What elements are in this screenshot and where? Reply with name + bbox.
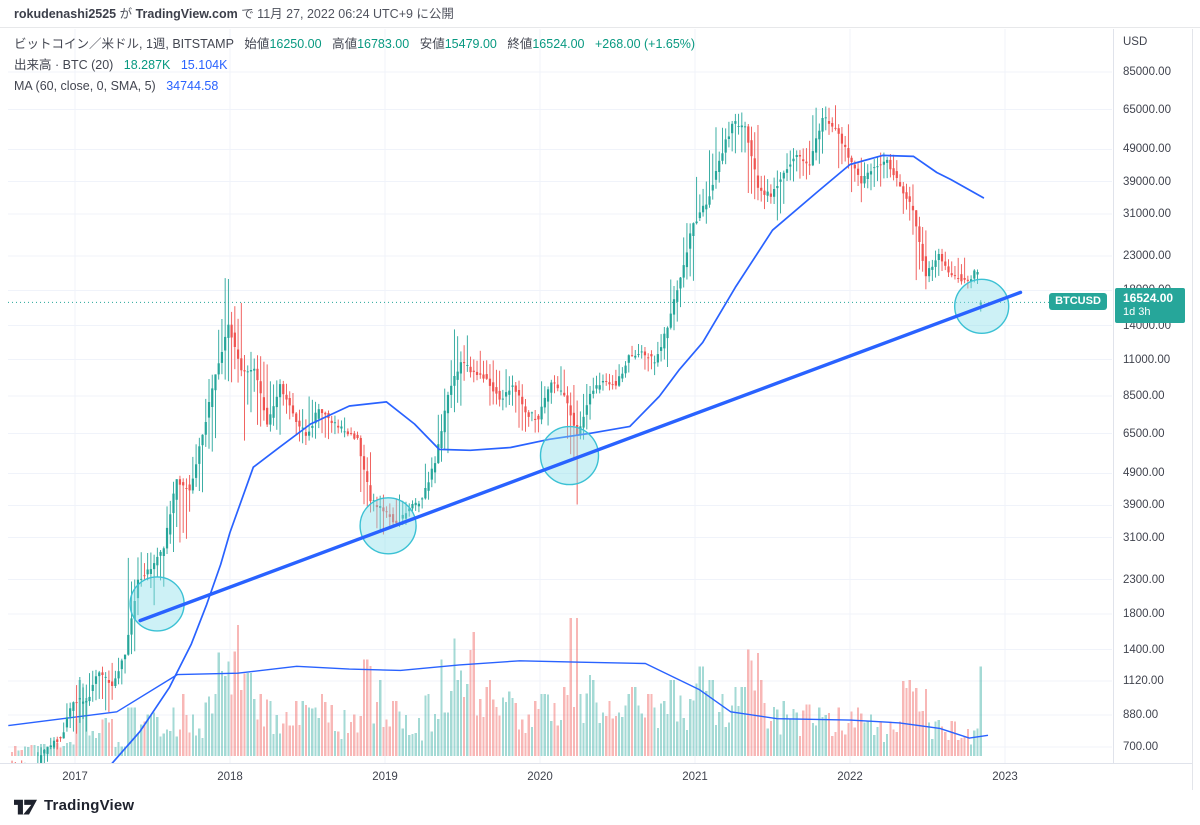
year-tick-label: 2022 <box>837 771 863 783</box>
year-tick-label: 2019 <box>372 771 398 783</box>
price-tick-label: 2300.00 <box>1123 574 1165 586</box>
publish-datetime: 11月 27, 2022 06:24 UTC+9 <box>257 7 413 21</box>
price-tick-label: 3900.00 <box>1123 499 1165 511</box>
tradingview-logo-text: TradingView <box>44 796 135 814</box>
volume-bars <box>10 618 982 756</box>
volume-ma-value: 15.104K <box>180 58 228 72</box>
chart-legend: ビットコイン／米ドル, 1週, BITSTAMP 始値16250.00 高値16… <box>14 34 695 97</box>
ma-indicator-title: MA (60, close, 0, SMA, 5) <box>14 79 156 93</box>
highlight-ellipses <box>129 278 1010 632</box>
price-tick-label: 8500.00 <box>1123 390 1165 402</box>
price-tick-label: 4900.00 <box>1123 467 1165 479</box>
symbol-price-flag: BTCUSD <box>1049 293 1107 310</box>
price-tick-label: 700.00 <box>1123 741 1159 753</box>
price-tick-label: 6500.00 <box>1123 428 1165 440</box>
price-tick-label: 39000.00 <box>1123 176 1171 188</box>
price-axis[interactable]: USD 85000.00 65000.00 49000.00 39000.00 3100… <box>1113 29 1193 763</box>
year-tick-label: 2017 <box>62 771 88 783</box>
volume-ma-line <box>8 660 989 739</box>
price-tick-label: 49000.00 <box>1123 143 1171 155</box>
candles <box>11 105 982 763</box>
ma-legend-row[interactable]: MA (60, close, 0, SMA, 5) 34744.58 <box>14 76 695 97</box>
volume-value: 18.287K <box>123 58 171 72</box>
symbol-legend-row[interactable]: ビットコイン／米ドル, 1週, BITSTAMP 始値16250.00 高値16… <box>14 37 696 51</box>
price-chart-canvas[interactable] <box>0 29 1113 763</box>
volume-indicator-title: 出来高 · BTC (20) <box>14 58 114 72</box>
change-value: +268.00 (+1.65%) <box>594 37 696 51</box>
price-tick-label: 1400.00 <box>1123 644 1165 656</box>
year-tick-label: 2020 <box>527 771 553 783</box>
price-tick-label: 1120.00 <box>1123 675 1164 687</box>
ma60-line <box>111 154 985 763</box>
axis-unit-label: USD <box>1123 36 1148 48</box>
tradingview-logo[interactable]: TradingView <box>14 792 134 818</box>
price-tick-label: 14000.00 <box>1123 320 1171 332</box>
price-tick-label: 31000.00 <box>1123 208 1171 220</box>
low-value: 15479.00 <box>444 37 497 51</box>
year-tick-label: 2018 <box>217 771 243 783</box>
close-value: 16524.00 <box>532 37 585 51</box>
card-right-border <box>1192 29 1193 790</box>
grid-lines <box>8 29 1112 763</box>
chart-card: ビットコイン／米ドル, 1週, BITSTAMP 始値16250.00 高値16… <box>0 29 1200 790</box>
last-price-axis-label: 16524.00 1d 3h <box>1115 288 1185 323</box>
price-tick-label: 3100.00 <box>1123 532 1165 544</box>
high-value: 16783.00 <box>357 37 410 51</box>
volume-legend-row[interactable]: 出来高 · BTC (20) 18.287K 15.104K <box>14 55 695 76</box>
attribution-bar: rokudenashi2525 が TradingView.com で 11月 … <box>0 0 1200 28</box>
price-tick-label: 65000.00 <box>1123 104 1171 116</box>
price-tick-label: 23000.00 <box>1123 250 1171 262</box>
ma-value: 34744.58 <box>166 79 219 93</box>
author-username: rokudenashi2525 <box>14 7 117 21</box>
price-tick-label: 880.00 <box>1123 709 1159 721</box>
last-price-value: 16524.00 <box>1123 291 1174 305</box>
site-name: TradingView.com <box>135 7 238 21</box>
price-tick-label: 85000.00 <box>1123 66 1171 78</box>
trendline <box>138 290 1023 623</box>
price-tick-label: 11000.00 <box>1123 354 1171 366</box>
year-tick-label: 2021 <box>682 771 708 783</box>
tradingview-logo-icon <box>14 799 37 814</box>
time-axis[interactable]: 2017 2018 2019 2020 2021 2022 2023 <box>0 763 1192 791</box>
open-value: 16250.00 <box>269 37 322 51</box>
price-tick-label: 1800.00 <box>1123 608 1165 620</box>
year-tick-label: 2023 <box>992 771 1018 783</box>
symbol-title: ビットコイン／米ドル, 1週, BITSTAMP <box>14 37 234 51</box>
bar-countdown: 1d 3h <box>1123 306 1151 318</box>
